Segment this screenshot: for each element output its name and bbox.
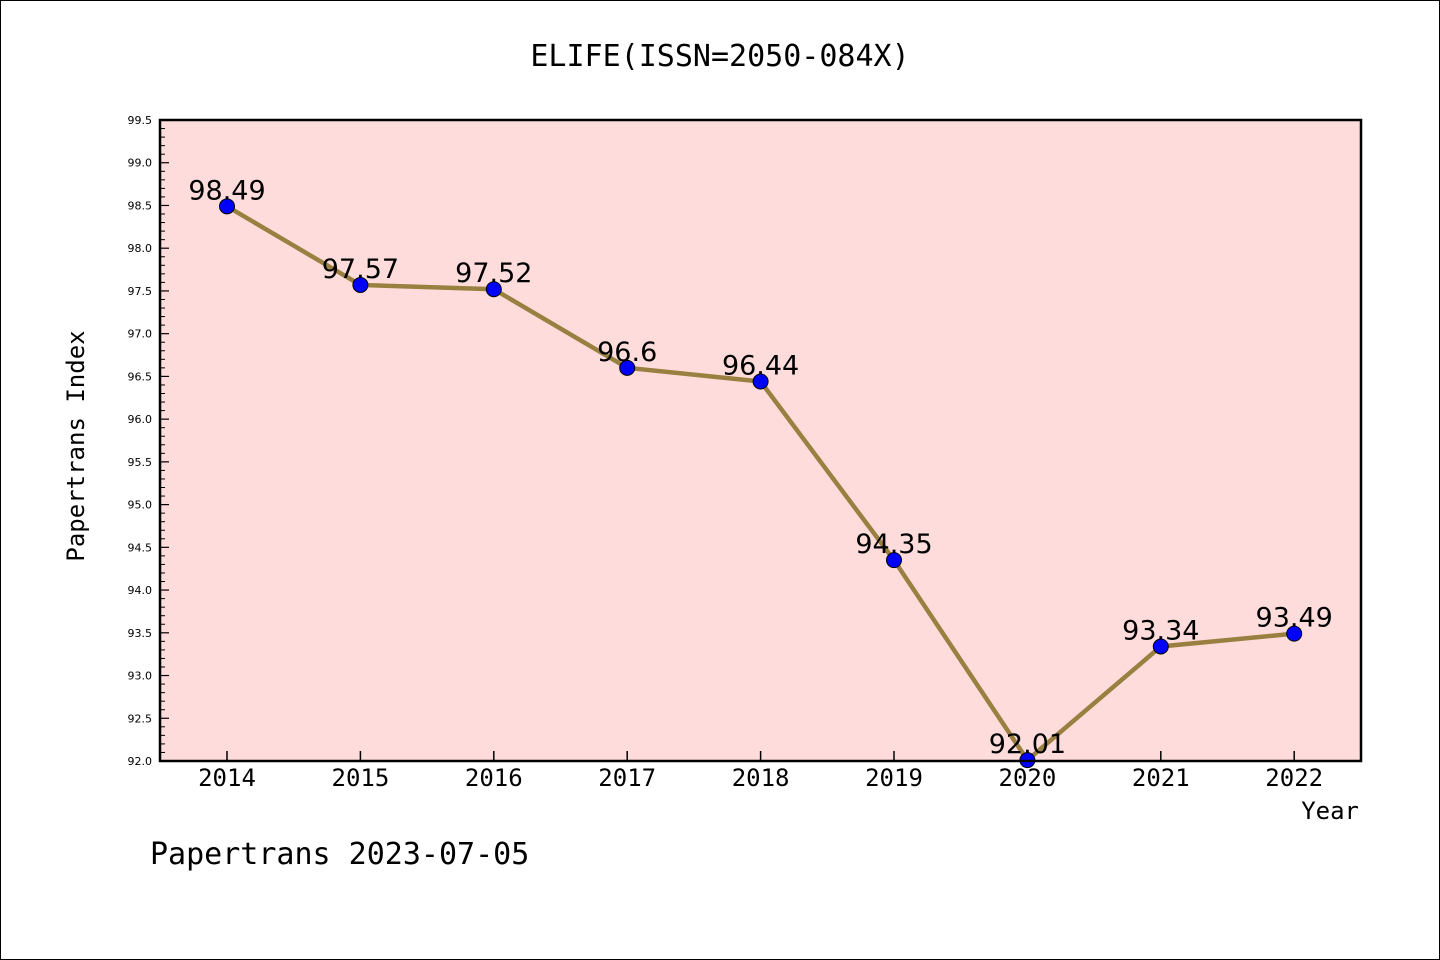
y-tick-label: 99.0 — [128, 157, 153, 170]
x-tick-label: 2022 — [1265, 764, 1323, 792]
y-tick-label: 97.5 — [128, 285, 153, 298]
chart-title: ELIFE(ISSN=2050-084X) — [530, 39, 909, 74]
x-tick-label: 2019 — [865, 764, 923, 792]
y-tick-label: 93.0 — [128, 670, 153, 683]
x-tick-label: 2016 — [465, 764, 523, 792]
x-axis-label: Year — [1301, 797, 1359, 825]
y-tick-label: 97.0 — [128, 328, 153, 341]
data-label: 96.6 — [597, 337, 657, 368]
data-point — [752, 373, 769, 390]
data-label: 98.49 — [188, 175, 265, 206]
y-tick-label: 92.5 — [128, 712, 153, 725]
y-tick-label: 94.0 — [128, 584, 153, 597]
data-point — [1152, 638, 1169, 655]
y-tick-label: 98.5 — [128, 199, 153, 212]
y-axis-label: Papertrans Index — [62, 330, 90, 561]
series-markers — [219, 198, 1303, 769]
y-tick-label: 92.0 — [128, 755, 153, 768]
y-axis-ticks: 92.0 92.5 93.0 93.5 94.0 94.5 95.0 95.5 96.0 96.5… — [128, 114, 169, 768]
x-tick-label: 2021 — [1132, 764, 1190, 792]
data-point — [352, 276, 369, 293]
y-tick-label: 93.5 — [128, 627, 153, 640]
x-tick-label: 2020 — [999, 764, 1057, 792]
data-label: 97.57 — [322, 254, 399, 285]
y-tick-label: 95.5 — [128, 456, 153, 469]
plot-border — [158, 118, 1363, 763]
x-tick-label: 2015 — [332, 764, 390, 792]
y-tick-label: 94.5 — [128, 541, 153, 554]
data-label: 96.44 — [722, 351, 799, 382]
x-axis-ticks: 2014 2015 2016 2017 2018 2019 2020 2021 2022 — [198, 751, 1323, 792]
data-point — [485, 281, 502, 298]
data-label: 92.01 — [989, 729, 1066, 760]
data-label: 97.52 — [455, 258, 532, 289]
data-labels: 98.49 97.57 97.52 96.6 96.44 94.35 92.01 93.34 9… — [188, 175, 1332, 760]
y-tick-label: 95.0 — [128, 499, 153, 512]
y-tick-label: 96.0 — [128, 413, 153, 426]
y-tick-label: 96.5 — [128, 370, 153, 383]
x-tick-label: 2017 — [598, 764, 656, 792]
data-point — [619, 359, 636, 376]
data-label: 93.34 — [1122, 615, 1199, 646]
data-label: 93.49 — [1256, 603, 1333, 634]
data-point — [219, 198, 235, 215]
data-point — [886, 552, 902, 569]
x-tick-label: 2014 — [198, 764, 256, 792]
x-tick-label: 2018 — [732, 764, 790, 792]
data-label: 94.35 — [855, 529, 932, 560]
y-tick-label: 99.5 — [128, 114, 153, 127]
watermark: Papertrans 2023-07-05 — [150, 837, 529, 872]
data-point — [1286, 625, 1303, 642]
plot-area — [160, 120, 1361, 761]
y-tick-label: 98.0 — [128, 242, 153, 255]
